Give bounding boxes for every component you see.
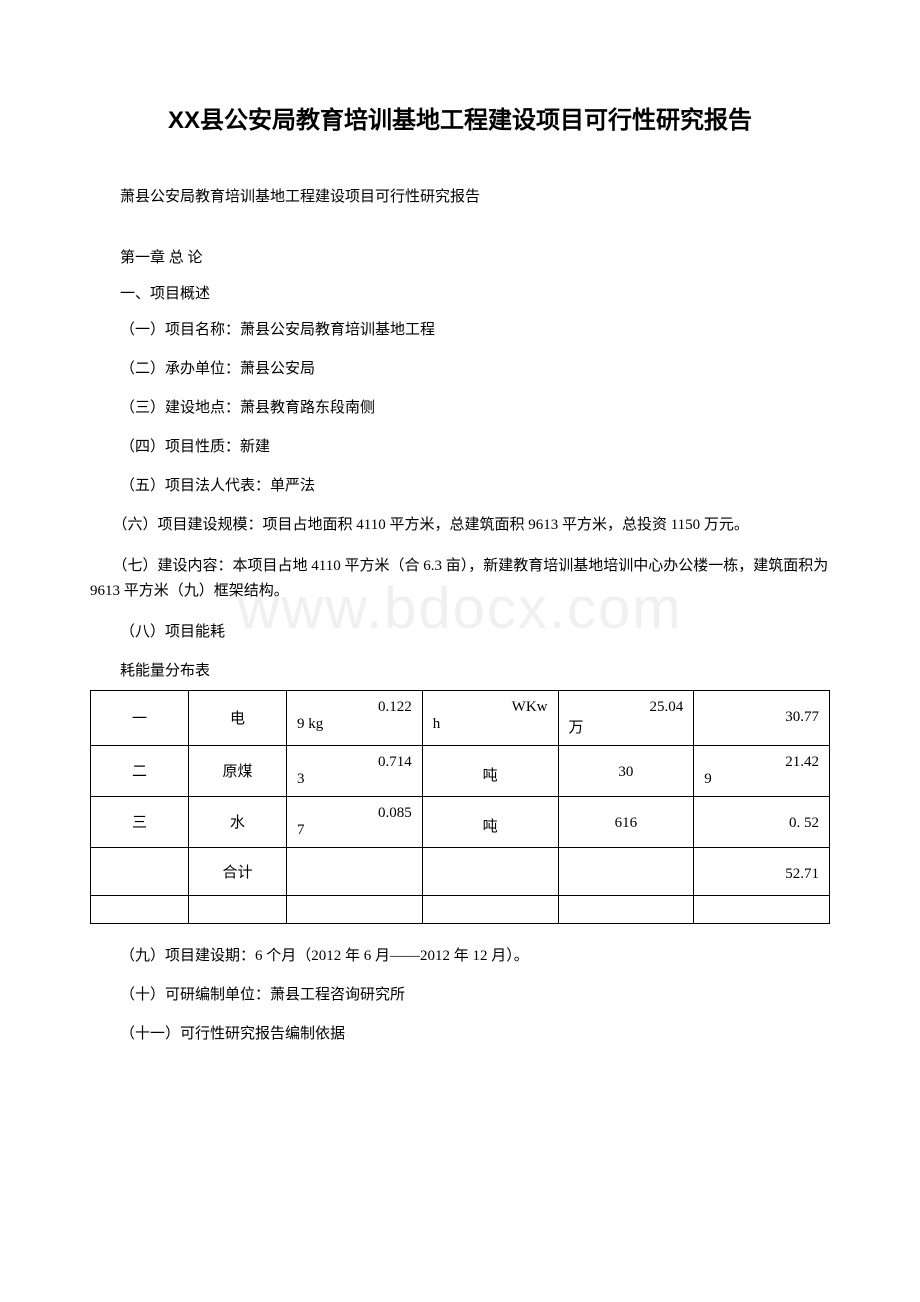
table-cell: 25.04 万 xyxy=(558,690,694,745)
cell-value: 0.085 xyxy=(293,805,416,822)
table-cell: 三 xyxy=(91,796,189,847)
table-cell: 电 xyxy=(189,690,287,745)
table-row: 一 电 0.122 9 kg WKw h 25.04 万 30.77 xyxy=(91,690,830,745)
cell-value: 9 xyxy=(700,771,823,788)
chapter-heading: 第一章 总 论 xyxy=(90,246,830,267)
table-row-empty xyxy=(91,895,830,923)
table-cell: 吨 xyxy=(422,796,558,847)
energy-table: 一 电 0.122 9 kg WKw h 25.04 万 30.77 二 原煤 … xyxy=(90,690,830,924)
cell-value: 52.71 xyxy=(700,856,823,883)
cell-value: 吨 xyxy=(429,805,552,836)
cell-value: 吨 xyxy=(429,754,552,785)
table-cell: 合计 xyxy=(189,847,287,895)
table-cell: 0.714 3 xyxy=(287,745,423,796)
cell-value: 3 xyxy=(293,771,416,788)
table-row: 二 原煤 0.714 3 吨 30 21.42 9 xyxy=(91,745,830,796)
table-cell xyxy=(558,847,694,895)
table-cell xyxy=(422,895,558,923)
table-cell: 二 xyxy=(91,745,189,796)
cell-value: 万 xyxy=(565,716,688,737)
item-1: （一）项目名称：萧县公安局教育培训基地工程 xyxy=(90,318,830,342)
document-subtitle: 萧县公安局教育培训基地工程建设项目可行性研究报告 xyxy=(90,185,830,206)
table-row: 合计 52.71 xyxy=(91,847,830,895)
item-9: （九）项目建设期：6 个月（2012 年 6 月——2012 年 12 月）。 xyxy=(90,944,830,968)
table-cell xyxy=(558,895,694,923)
table-cell xyxy=(91,895,189,923)
table-cell xyxy=(189,895,287,923)
table-cell xyxy=(694,895,830,923)
item-7: （七）建设内容：本项目占地 4110 平方米（合 6.3 亩），新建教育培训基地… xyxy=(90,554,830,605)
table-cell: 原煤 xyxy=(189,745,287,796)
table-title: 耗能量分布表 xyxy=(90,659,830,680)
table-cell: 0.085 7 xyxy=(287,796,423,847)
table-cell: 30 xyxy=(558,745,694,796)
table-cell: 616 xyxy=(558,796,694,847)
item-6: （六）项目建设规模：项目占地面积 4110 平方米，总建筑面积 9613 平方米… xyxy=(90,513,830,539)
cell-value: WKw xyxy=(429,699,552,716)
table-cell: 21.42 9 xyxy=(694,745,830,796)
section-heading-1: 一、项目概述 xyxy=(90,282,830,303)
cell-value: 30.77 xyxy=(700,699,823,726)
cell-value: 9 kg xyxy=(293,716,416,733)
cell-value: 25.04 xyxy=(565,699,688,716)
document-title: XX县公安局教育培训基地工程建设项目可行性研究报告 xyxy=(90,100,830,135)
cell-value: 0.122 xyxy=(293,699,416,716)
table-cell xyxy=(287,895,423,923)
item-8: （八）项目能耗 xyxy=(90,620,830,644)
table-cell: WKw h xyxy=(422,690,558,745)
table-cell xyxy=(422,847,558,895)
table-cell: 水 xyxy=(189,796,287,847)
table-cell: 30.77 xyxy=(694,690,830,745)
item-10: （十）可研编制单位：萧县工程咨询研究所 xyxy=(90,983,830,1007)
table-row: 三 水 0.085 7 吨 616 0. 52 xyxy=(91,796,830,847)
cell-value: 616 xyxy=(565,805,688,832)
item-4: （四）项目性质：新建 xyxy=(90,435,830,459)
table-cell: 52.71 xyxy=(694,847,830,895)
item-2: （二）承办单位：萧县公安局 xyxy=(90,357,830,381)
cell-value: 21.42 xyxy=(700,754,823,771)
cell-value: h xyxy=(429,716,552,733)
cell-value: 7 xyxy=(293,822,416,839)
table-cell: 吨 xyxy=(422,745,558,796)
item-5: （五）项目法人代表：单严法 xyxy=(90,474,830,498)
item-3: （三）建设地点：萧县教育路东段南侧 xyxy=(90,396,830,420)
table-cell xyxy=(287,847,423,895)
table-cell: 一 xyxy=(91,690,189,745)
table-cell: 0.122 9 kg xyxy=(287,690,423,745)
cell-value: 30 xyxy=(565,754,688,781)
cell-value: 0.714 xyxy=(293,754,416,771)
table-cell: 0. 52 xyxy=(694,796,830,847)
cell-value: 0. 52 xyxy=(700,805,823,832)
item-11: （十一）可行性研究报告编制依据 xyxy=(90,1022,830,1046)
table-cell xyxy=(91,847,189,895)
